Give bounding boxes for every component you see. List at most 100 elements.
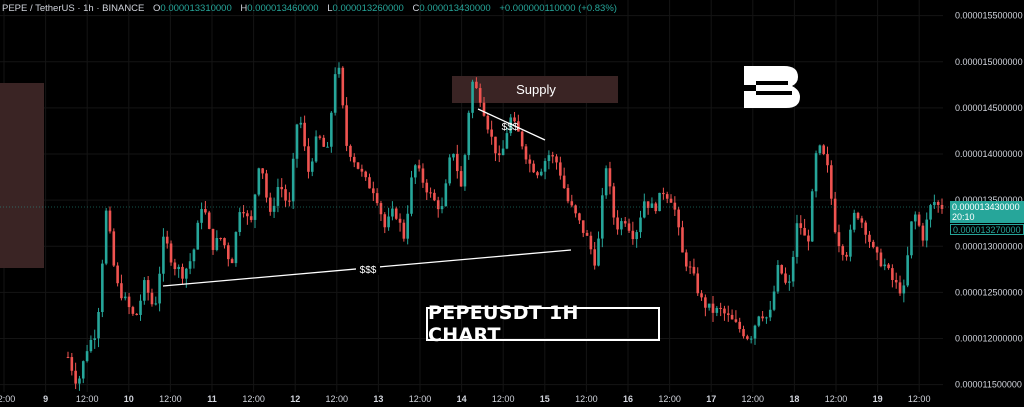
brand-logo-icon bbox=[744, 66, 800, 108]
price-tick-label: 0.000015500000 bbox=[955, 11, 1023, 21]
candles bbox=[66, 62, 944, 391]
candle-body bbox=[291, 158, 295, 202]
candle-body bbox=[97, 312, 100, 339]
candle-body bbox=[501, 148, 505, 156]
candle-body bbox=[669, 198, 673, 203]
candle-body bbox=[906, 255, 909, 286]
candle-body bbox=[700, 293, 703, 298]
candle-body bbox=[715, 307, 719, 313]
candle-body bbox=[135, 313, 138, 315]
candle-body bbox=[463, 155, 467, 187]
candle-body bbox=[704, 297, 707, 308]
candle-body bbox=[780, 265, 784, 274]
candle-body bbox=[414, 165, 417, 178]
candle-body bbox=[200, 209, 203, 223]
time-tick-label: 15 bbox=[540, 394, 550, 404]
candle-body bbox=[585, 232, 589, 236]
candle-body bbox=[169, 243, 173, 263]
time-tick-label: 12:00 bbox=[159, 394, 182, 404]
candle-body bbox=[883, 264, 887, 267]
price-tick-label: 0.000015000000 bbox=[955, 57, 1023, 67]
candle-body bbox=[803, 227, 806, 236]
candle-body bbox=[497, 153, 501, 156]
candle-body bbox=[310, 161, 314, 172]
candle-body bbox=[643, 201, 646, 218]
candle-body bbox=[891, 268, 894, 280]
candle-body bbox=[207, 212, 211, 229]
candle-body bbox=[226, 245, 230, 260]
low-price-tag: 0.000013270000 bbox=[950, 224, 1024, 235]
candle-body bbox=[830, 165, 833, 199]
candle-body bbox=[765, 317, 768, 319]
time-tick-label: 12:00 bbox=[76, 394, 99, 404]
candle-body bbox=[654, 203, 658, 212]
candle-body bbox=[555, 156, 558, 163]
candle-body bbox=[726, 313, 730, 315]
symbol-header: PEPE / TetherUS · 1h · BINANCE O0.000013… bbox=[2, 3, 617, 14]
current-price-tag: 0.000013430000 20:10 bbox=[950, 201, 1024, 223]
candle-body bbox=[238, 212, 242, 233]
candle-body bbox=[66, 356, 70, 358]
candle-body bbox=[524, 146, 528, 160]
price-tick-label: 0.000013500000 bbox=[955, 195, 1023, 205]
candle-body bbox=[639, 217, 642, 233]
change-value: +0.000000110000 (+0.83%) bbox=[499, 3, 617, 14]
candle-body bbox=[81, 361, 85, 379]
candle-body bbox=[650, 203, 654, 208]
candle-body bbox=[887, 264, 890, 269]
candle-body bbox=[322, 137, 326, 147]
candle-body bbox=[559, 162, 562, 176]
candle-body bbox=[925, 219, 929, 241]
time-axis: 12:00 9 12:00 10 12:00 11 12:00 12 12:00 13 12:00 1… bbox=[0, 394, 930, 404]
candle-body bbox=[665, 194, 669, 199]
candle-body bbox=[746, 336, 749, 339]
candle-body bbox=[486, 115, 490, 130]
candle-body bbox=[436, 200, 440, 210]
price-tick-label: 0.000012000000 bbox=[955, 334, 1023, 344]
candle-body bbox=[185, 268, 188, 279]
candle-body bbox=[429, 192, 432, 194]
candle-body bbox=[280, 187, 284, 190]
candle-body bbox=[108, 210, 112, 232]
candle-body bbox=[120, 283, 123, 299]
candle-body bbox=[658, 192, 661, 212]
candle-body bbox=[360, 168, 364, 172]
candle-body bbox=[154, 303, 158, 305]
candle-body bbox=[738, 321, 742, 330]
time-tick-label: 12:00 bbox=[492, 394, 515, 404]
candle-body bbox=[394, 208, 398, 219]
time-tick-label: 12:00 bbox=[742, 394, 765, 404]
candle-body bbox=[864, 222, 867, 235]
candle-body bbox=[627, 223, 631, 231]
candle-body bbox=[818, 145, 822, 154]
candle-body bbox=[513, 117, 516, 122]
candle-body bbox=[490, 129, 493, 137]
candle-body bbox=[921, 225, 925, 241]
candle-body bbox=[723, 308, 726, 314]
candle-body bbox=[116, 265, 119, 284]
candle-body bbox=[265, 173, 268, 198]
candle-body bbox=[341, 67, 345, 106]
candle-body bbox=[799, 223, 803, 228]
candle-body bbox=[467, 112, 471, 156]
candle-body bbox=[177, 266, 180, 270]
candle-body bbox=[246, 213, 249, 217]
time-tick-label: 12:00 bbox=[0, 394, 15, 404]
candle-body bbox=[398, 218, 402, 223]
candle-body bbox=[158, 273, 161, 304]
symbol-label: PEPE / TetherUS · 1h · BINANCE bbox=[2, 3, 145, 14]
candle-body bbox=[288, 200, 291, 202]
candle-body bbox=[234, 232, 238, 264]
candle-body bbox=[452, 153, 455, 158]
candle-body bbox=[822, 145, 825, 155]
candle-body bbox=[101, 263, 104, 313]
candle-body bbox=[810, 191, 814, 242]
candle-body bbox=[646, 201, 650, 208]
candle-body bbox=[814, 153, 818, 192]
candle-body bbox=[314, 136, 318, 162]
candle-body bbox=[85, 351, 89, 362]
candle-body bbox=[684, 252, 688, 267]
candle-body bbox=[375, 193, 379, 204]
candle-body bbox=[929, 205, 932, 220]
